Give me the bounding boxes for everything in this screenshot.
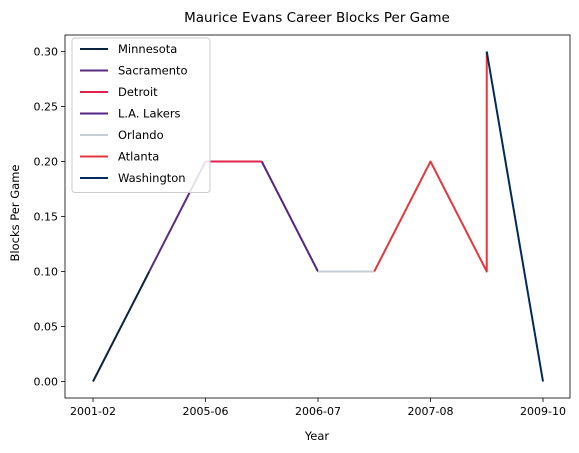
legend-label: Atlanta [118,150,159,164]
y-axis-ticks: 0.00 0.05 0.10 0.15 0.20 0.25 0.30 [34,46,65,389]
y-tick-label: 0.20 [34,156,59,169]
legend-label: L.A. Lakers [118,107,181,121]
x-axis-ticks: 2001-022005-062006-072007-082009-102011-… [70,398,566,418]
series-line-atlanta [373,51,488,273]
chart-title: Maurice Evans Career Blocks Per Game [184,10,450,26]
y-tick-label: 0.25 [34,101,59,114]
legend-label: Washington [118,171,186,185]
x-axis-label: Year [304,429,330,443]
x-tick-label: 2009-10 [520,405,566,418]
y-tick-label: 0.05 [34,321,59,334]
y-tick-label: 0.00 [34,376,59,389]
x-tick-label: 2005-06 [183,405,229,418]
legend-label: Orlando [118,128,164,142]
y-tick-label: 0.10 [34,266,59,279]
y-tick-label: 0.30 [34,46,59,59]
legend-label: Minnesota [118,42,177,56]
legend-label: Sacramento [118,64,188,78]
series-line-washington [485,51,544,382]
x-tick-label: 2001-02 [70,405,116,418]
x-tick-label: 2007-08 [408,405,454,418]
y-tick-label: 0.15 [34,211,59,224]
legend-label: Detroit [118,85,158,99]
series-line-minnesota [92,271,151,382]
legend-box [71,37,211,193]
x-tick-label: 2006-07 [295,405,341,418]
legend: Minnesota Sacramento Detroit L.A. Lakers Orl… [71,37,211,193]
series-layer [92,51,544,382]
y-axis-label: Blocks Per Game [8,165,22,262]
series-line-l-a-lakers [260,161,319,272]
